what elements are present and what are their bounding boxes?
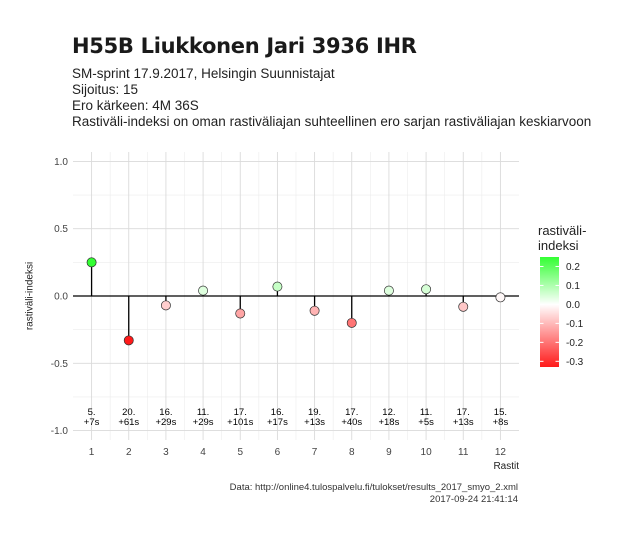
legend-tick-label: 0.1 bbox=[566, 281, 580, 292]
point-label: +18s bbox=[378, 417, 399, 428]
x-tick-label: 12 bbox=[495, 447, 507, 458]
point-label: 12. bbox=[382, 407, 395, 418]
subtitle-gap: Ero kärkeen: 4M 36S bbox=[72, 98, 199, 113]
y-tick-label: -0.5 bbox=[51, 359, 69, 370]
y-tick-label: 0.5 bbox=[54, 224, 68, 235]
point-label: +13s bbox=[453, 417, 474, 428]
x-tick-label: 5 bbox=[237, 447, 243, 458]
data-point bbox=[235, 308, 246, 319]
subtitle-explanation: Rastiväli-indeksi on oman rastiväliajan … bbox=[72, 114, 592, 129]
x-tick-label: 4 bbox=[200, 447, 206, 458]
point-label: +13s bbox=[304, 417, 325, 428]
x-tick-label: 2 bbox=[126, 447, 132, 458]
x-tick-label: 10 bbox=[421, 447, 433, 458]
point-label: 17. bbox=[345, 407, 358, 418]
data-source-caption: Data: http://online4.tulospalvelu.fi/tul… bbox=[229, 482, 518, 493]
x-axis-title: Rastit bbox=[493, 461, 519, 472]
y-tick-label: 1.0 bbox=[54, 157, 68, 168]
data-point bbox=[86, 257, 97, 268]
legend-tick-label: -0.2 bbox=[566, 338, 584, 349]
legend-tick-label: -0.1 bbox=[566, 319, 584, 330]
point-label: 20. bbox=[122, 407, 135, 418]
data-point bbox=[198, 285, 209, 296]
x-tick-label: 9 bbox=[386, 447, 392, 458]
point-label: +101s bbox=[227, 417, 253, 428]
data-point bbox=[421, 284, 432, 295]
x-tick-label: 8 bbox=[349, 447, 355, 458]
data-point bbox=[123, 335, 134, 346]
x-tick-label: 11 bbox=[458, 447, 469, 458]
x-tick-label: 6 bbox=[275, 447, 281, 458]
subtitle-placement: Sijoitus: 15 bbox=[72, 82, 139, 97]
data-point bbox=[383, 285, 394, 296]
point-label: 11. bbox=[420, 407, 433, 418]
point-label: 19. bbox=[308, 407, 321, 418]
x-tick-label: 7 bbox=[312, 447, 318, 458]
point-label: +29s bbox=[155, 417, 176, 428]
point-label: +5s bbox=[418, 417, 434, 428]
point-label: 17. bbox=[234, 407, 247, 418]
data-point bbox=[160, 300, 171, 311]
point-label: 17. bbox=[457, 407, 470, 418]
point-label: 16. bbox=[159, 407, 172, 418]
x-tick-label: 1 bbox=[89, 447, 95, 458]
y-tick-label: 0.0 bbox=[54, 292, 68, 303]
point-label: +7s bbox=[84, 417, 100, 428]
data-point bbox=[272, 281, 283, 292]
chart-title: H55B Liukkonen Jari 3936 IHR bbox=[72, 34, 417, 58]
legend-tick-label: -0.3 bbox=[566, 357, 584, 368]
point-label: 15. bbox=[494, 407, 507, 418]
subtitle-event: SM-sprint 17.9.2017, Helsingin Suunnista… bbox=[72, 66, 335, 81]
x-tick-label: 3 bbox=[163, 447, 169, 458]
point-label: +29s bbox=[193, 417, 214, 428]
legend-title: rastiväli- indeksi bbox=[538, 223, 587, 253]
point-label: +40s bbox=[341, 417, 362, 428]
point-label: +8s bbox=[493, 417, 509, 428]
point-label: 5. bbox=[88, 407, 96, 418]
point-label: +61s bbox=[118, 417, 139, 428]
point-label: +17s bbox=[267, 417, 288, 428]
legend-colorbar bbox=[540, 257, 559, 367]
data-point bbox=[495, 292, 506, 303]
legend-tick-label: 0.0 bbox=[566, 300, 580, 311]
timestamp-caption: 2017-09-24 21:41:14 bbox=[429, 494, 518, 505]
data-point bbox=[458, 301, 469, 312]
point-label: 11. bbox=[197, 407, 210, 418]
legend-tick-label: 0.2 bbox=[566, 262, 580, 273]
point-label: 16. bbox=[271, 407, 284, 418]
y-tick-label: -1.0 bbox=[51, 426, 69, 437]
data-point bbox=[346, 317, 357, 328]
data-point bbox=[309, 305, 320, 316]
